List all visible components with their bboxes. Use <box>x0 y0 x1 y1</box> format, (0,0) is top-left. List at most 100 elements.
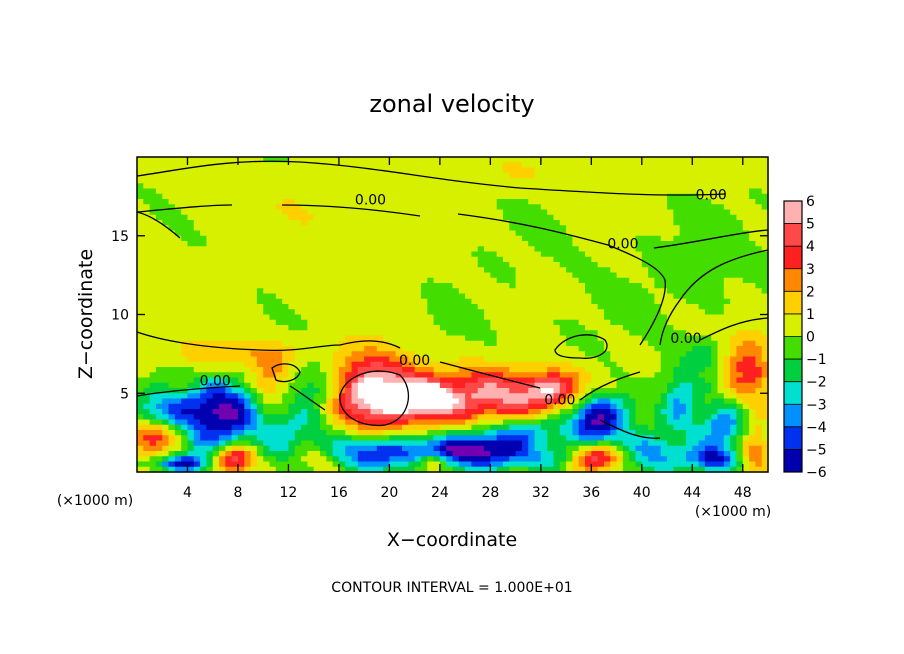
heatmap-cell <box>591 330 599 337</box>
heatmap-cell <box>162 382 170 389</box>
heatmap-cell <box>137 214 144 221</box>
heatmap-cell <box>237 351 245 358</box>
heatmap-cell <box>244 283 252 289</box>
heatmap-cell <box>553 382 561 389</box>
heatmap-cell <box>282 162 290 169</box>
heatmap-cell <box>610 403 618 410</box>
heatmap-cell <box>395 251 403 258</box>
heatmap-cell <box>730 309 738 316</box>
heatmap-cell <box>755 346 763 352</box>
heatmap-cell <box>559 178 567 184</box>
heatmap-cell <box>673 199 681 205</box>
heatmap-cell <box>231 335 239 342</box>
heatmap-cell <box>610 319 618 326</box>
heatmap-cell <box>193 330 201 337</box>
heatmap-cell <box>187 277 195 284</box>
heatmap-cell <box>553 288 561 295</box>
heatmap-cell <box>597 298 605 305</box>
heatmap-cell <box>143 356 151 363</box>
heatmap-cell <box>256 172 264 179</box>
heatmap-cell <box>711 314 719 321</box>
heatmap-cell <box>219 309 226 316</box>
heatmap-cell <box>534 267 542 274</box>
heatmap-cell <box>206 325 214 331</box>
heatmap-cell <box>711 256 719 263</box>
heatmap-cell <box>730 246 738 253</box>
heatmap-cell <box>225 157 233 163</box>
heatmap-cell <box>162 414 170 421</box>
heatmap-cell <box>471 356 479 363</box>
heatmap-cell <box>502 382 510 389</box>
heatmap-cell <box>711 272 719 279</box>
heatmap-cell <box>357 241 365 247</box>
heatmap-cell <box>446 298 454 305</box>
heatmap-cell <box>313 277 321 284</box>
heatmap-cell <box>383 241 390 247</box>
heatmap-cell <box>383 178 390 184</box>
heatmap-cell <box>761 230 769 237</box>
heatmap-cell <box>143 388 151 394</box>
heatmap-cell <box>244 262 252 268</box>
heatmap-cell <box>263 325 271 331</box>
heatmap-cell <box>149 193 157 200</box>
heatmap-cell <box>528 267 536 274</box>
heatmap-cell <box>193 214 201 221</box>
heatmap-cell <box>629 398 637 405</box>
heatmap-cell <box>578 256 586 263</box>
heatmap-cell <box>200 314 208 321</box>
heatmap-cell <box>275 267 283 274</box>
heatmap-cell <box>648 356 656 363</box>
heatmap-cell <box>515 256 523 263</box>
heatmap-cell <box>231 325 239 331</box>
heatmap-cell <box>742 178 750 184</box>
heatmap-cell <box>521 272 529 279</box>
heatmap-cell <box>294 398 302 405</box>
heatmap-cell <box>685 199 693 205</box>
heatmap-cell <box>282 272 290 279</box>
heatmap-cell <box>521 183 529 190</box>
heatmap-cell <box>572 340 580 347</box>
heatmap-cell <box>572 199 580 205</box>
heatmap-cell <box>704 277 712 284</box>
heatmap-cell <box>679 409 687 415</box>
heatmap-cell <box>237 335 245 342</box>
heatmap-cell <box>200 330 208 337</box>
heatmap-cell <box>749 214 756 221</box>
heatmap-cell <box>736 199 744 205</box>
heatmap-cell <box>345 403 353 410</box>
heatmap-cell <box>395 361 403 368</box>
heatmap-cell <box>225 319 233 326</box>
heatmap-cell <box>698 330 706 337</box>
heatmap-cell <box>155 209 163 216</box>
heatmap-cell <box>351 230 359 237</box>
heatmap-cell <box>345 241 353 247</box>
heatmap-cell <box>641 398 649 405</box>
heatmap-cell <box>635 377 643 384</box>
heatmap-cell <box>155 293 163 300</box>
heatmap-cell <box>610 162 618 169</box>
heatmap-cell <box>389 188 397 195</box>
heatmap-cell <box>319 199 327 205</box>
heatmap-cell <box>433 335 441 342</box>
heatmap-cell <box>452 256 460 263</box>
heatmap-cell <box>351 167 359 174</box>
heatmap-cell <box>244 172 252 179</box>
heatmap-cell <box>383 272 390 279</box>
heatmap-cell <box>742 283 750 289</box>
heatmap-cell <box>294 188 302 195</box>
heatmap-cell <box>168 398 176 405</box>
heatmap-cell <box>439 304 447 310</box>
heatmap-cell <box>616 346 624 352</box>
heatmap-cell <box>319 293 327 300</box>
heatmap-cell <box>660 361 668 368</box>
heatmap-cell <box>603 335 611 342</box>
heatmap-cell <box>364 319 372 326</box>
heatmap-cell <box>496 382 504 389</box>
heatmap-cell <box>420 356 428 363</box>
heatmap-cell <box>673 193 681 200</box>
heatmap-cell <box>244 204 252 211</box>
heatmap-cell <box>174 272 182 279</box>
heatmap-cell <box>408 330 416 337</box>
heatmap-cell <box>622 167 630 174</box>
heatmap-cell <box>477 398 485 405</box>
